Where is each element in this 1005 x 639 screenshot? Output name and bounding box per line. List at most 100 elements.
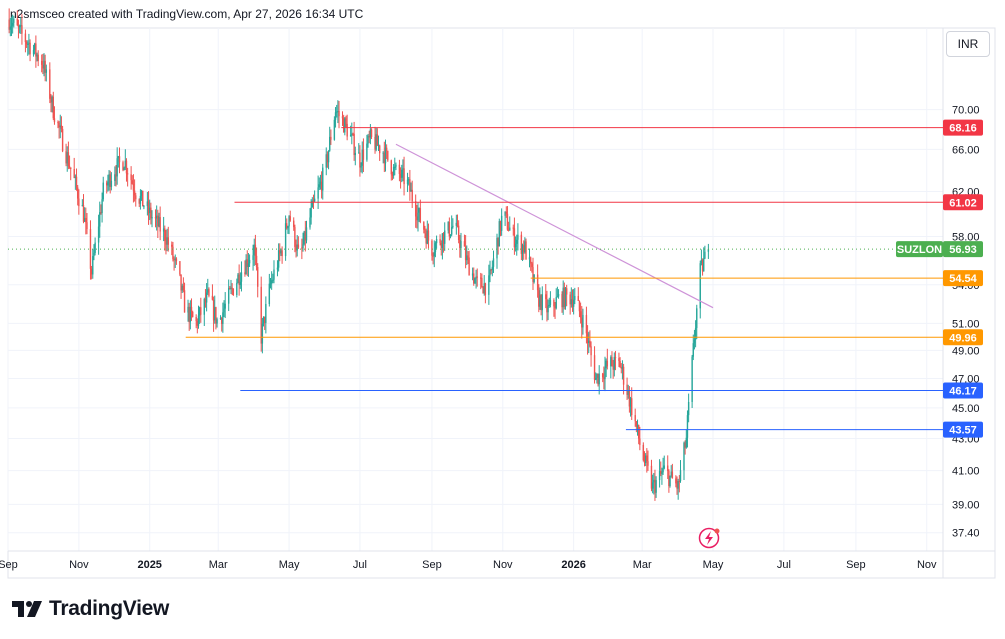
candle-body — [419, 208, 422, 223]
candle-body — [520, 234, 523, 254]
chart-attribution: n2smsceo created with TradingView.com, A… — [10, 7, 364, 21]
candle — [471, 267, 474, 281]
candle-body — [29, 42, 31, 55]
candle — [392, 164, 395, 179]
candle — [629, 396, 632, 417]
candle — [506, 206, 509, 231]
candle-body — [222, 312, 224, 324]
candle-body — [634, 415, 636, 422]
candle-body — [247, 263, 250, 267]
candle-body — [272, 279, 274, 281]
candle — [227, 279, 230, 312]
candle-body — [81, 205, 84, 207]
candle-body — [423, 222, 425, 230]
candle — [460, 232, 462, 258]
candle-body — [631, 398, 633, 416]
candle-body — [183, 290, 186, 313]
candle-body — [383, 152, 386, 164]
lightning-alert-icon[interactable] — [698, 527, 720, 549]
level-price-tag: 49.96 — [943, 329, 983, 346]
candle-body — [155, 215, 158, 219]
candle — [707, 243, 710, 259]
candle — [482, 286, 484, 294]
candle — [505, 206, 507, 218]
candle-body — [333, 119, 336, 140]
candle-body — [642, 444, 645, 461]
currency-button[interactable]: INR — [946, 31, 990, 57]
candle-body — [181, 285, 183, 291]
candle — [34, 42, 36, 55]
candle-body — [110, 180, 113, 187]
candle-body — [610, 357, 612, 367]
candle-body — [368, 135, 370, 138]
candle — [60, 116, 63, 133]
candle-body — [171, 244, 173, 247]
candle-body — [211, 295, 214, 300]
candle — [391, 171, 394, 181]
candle-body — [563, 287, 566, 307]
candle — [8, 8, 10, 34]
candle — [490, 268, 492, 275]
candle — [481, 273, 483, 288]
candle — [541, 286, 543, 321]
candle — [212, 296, 215, 332]
candle-body — [590, 346, 592, 356]
candle — [693, 329, 696, 350]
candle-body — [230, 287, 232, 289]
candle-body — [13, 18, 15, 23]
candle-body — [310, 207, 312, 218]
candle-body — [273, 269, 275, 280]
candle-body — [301, 247, 303, 249]
candle — [44, 54, 46, 82]
candle — [272, 273, 274, 284]
candle — [352, 132, 354, 136]
candle — [394, 157, 396, 176]
candle — [571, 289, 574, 312]
candle-body — [216, 319, 218, 324]
candle-body — [189, 306, 192, 323]
candle — [197, 305, 200, 329]
candle — [366, 134, 368, 162]
candle — [548, 297, 550, 308]
last-price-tag: SUZLON 56.93 — [896, 241, 983, 258]
candle — [382, 151, 384, 164]
candle — [683, 441, 685, 481]
candle-body — [146, 201, 149, 207]
candle — [230, 279, 232, 295]
candle-body — [219, 317, 222, 320]
candle-body — [289, 216, 291, 221]
candle — [646, 448, 648, 473]
candle-body — [626, 384, 628, 395]
candle — [133, 179, 136, 202]
candle-body — [151, 217, 153, 219]
candle — [423, 221, 425, 234]
candle-body — [58, 122, 60, 128]
candle-body — [135, 195, 137, 200]
candle-body — [40, 60, 43, 65]
candle — [61, 125, 64, 153]
candle — [635, 421, 638, 433]
candle — [140, 189, 143, 201]
candle — [90, 265, 93, 280]
candle — [190, 298, 193, 321]
candle — [268, 273, 271, 307]
candle — [572, 289, 575, 315]
candle — [524, 237, 526, 254]
candle-body — [492, 258, 495, 267]
candle-body — [629, 398, 632, 407]
candle — [326, 151, 329, 168]
candle — [468, 250, 470, 276]
candle-body — [452, 225, 454, 228]
candle-body — [433, 252, 435, 257]
candle — [414, 194, 417, 228]
candle-body — [516, 239, 518, 244]
candle-body — [512, 227, 514, 229]
candle-body — [529, 257, 532, 264]
candle-body — [37, 54, 39, 61]
candle — [553, 298, 555, 317]
candle — [377, 135, 380, 152]
candle — [353, 121, 355, 161]
candle — [329, 126, 331, 152]
candle — [516, 234, 518, 256]
